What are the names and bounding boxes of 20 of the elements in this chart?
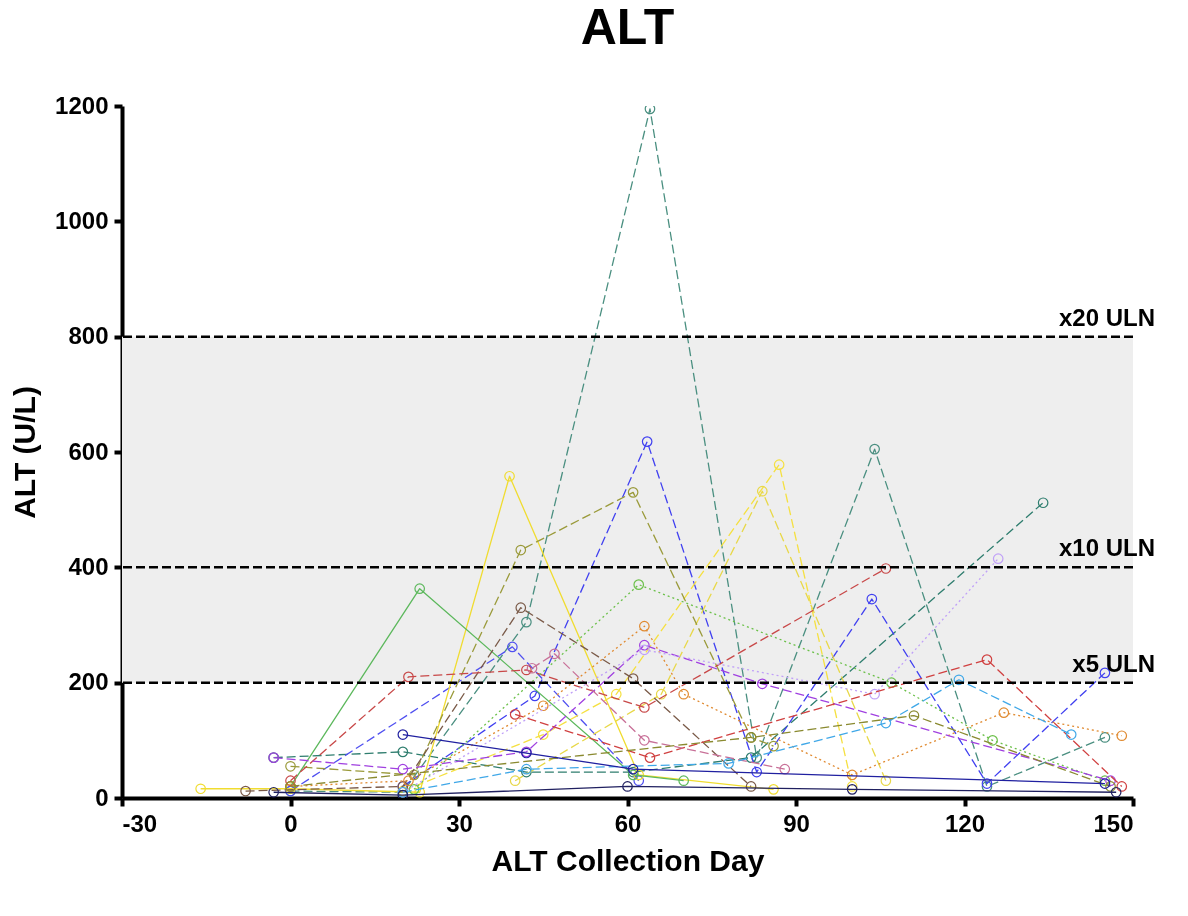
x-tick-label: 150 [1093,809,1134,837]
y-tick-label: 600 [68,437,109,465]
y-tick-label: 200 [68,668,109,696]
y-tick-label: 800 [68,322,109,350]
x-tick-label: -30 [122,809,158,837]
ref-line-label: x10 ULN [1058,534,1155,562]
y-tick-label: 1200 [55,91,109,119]
x-tick-label: 90 [783,809,810,837]
x-tick-label: 120 [944,809,986,837]
y-tick-label: 1000 [55,206,109,234]
y-tick-label: 0 [95,783,109,811]
x-tick-label: 60 [614,809,642,837]
y-tick-label: 400 [68,552,109,580]
x-tick-label: 30 [446,809,473,837]
ref-line-label: x20 ULN [1058,303,1155,331]
chart-title: ALT [580,0,675,55]
ref-line-label: x5 ULN [1072,649,1155,677]
y-axis-title: ALT (U/L) [8,386,42,519]
x-axis-title: ALT Collection Day [491,843,765,877]
x-tick-label: 0 [284,809,298,837]
